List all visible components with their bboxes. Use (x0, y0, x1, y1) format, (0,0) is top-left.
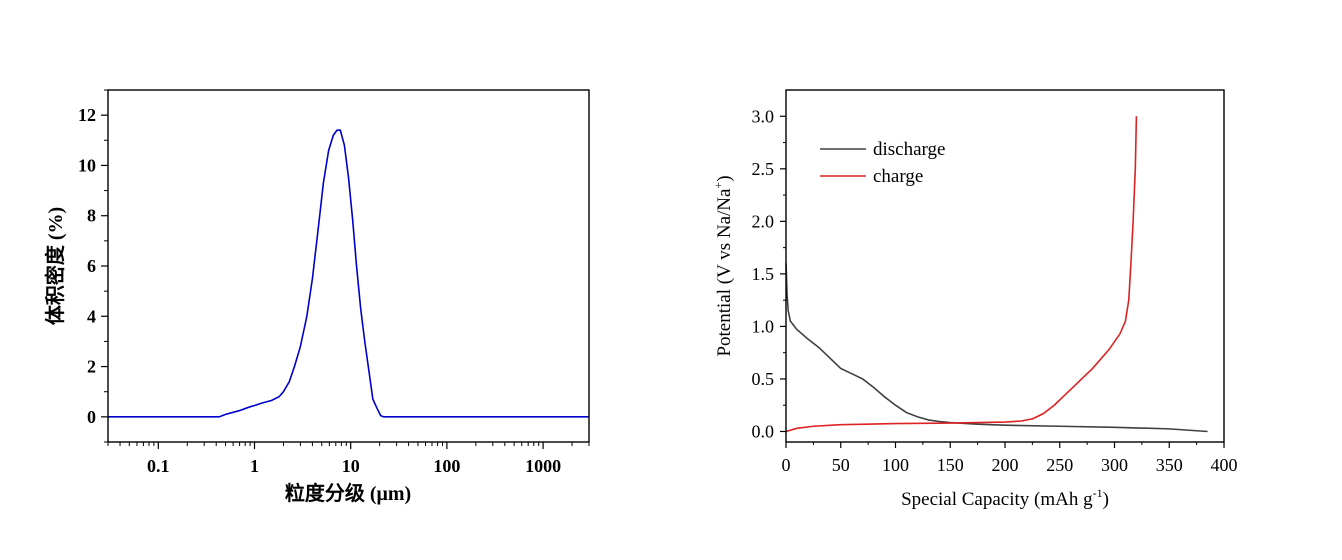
chart2-x-tick-label: 350 (1156, 455, 1183, 475)
chart2-x-tick-label: 150 (937, 455, 964, 475)
chart-charge-discharge: 0 50 100 150 200 250 300 350 400 0.0 0.5 1.0 1.5 2.0 2… (711, 89, 1238, 510)
chart1-y-tick-label: 6 (87, 256, 96, 276)
chart2-series-line-charge (785, 116, 1138, 433)
chart2-series-line-discharge (785, 263, 1208, 433)
chart2-legend-label-discharge: discharge (873, 139, 945, 160)
chart2-y-tick-label: 2.5 (752, 159, 775, 179)
chart2-y-axis-label-superscript: + (711, 182, 725, 189)
chart2-x-tick-label: 400 (1211, 455, 1238, 475)
chart2-x-tick-label: 50 (832, 455, 850, 475)
chart1-y-tick-label: 8 (87, 206, 96, 226)
chart2-y-tick-label: 1.5 (752, 264, 775, 284)
chart1-x-axis-label: 粒度分级 (μm) (285, 481, 411, 505)
chart1-x-tick-label: 1000 (525, 456, 561, 476)
chart1-x-tick-label: 10 (342, 456, 360, 476)
chart1-y-axis-label: 体积密度 (%) (43, 207, 67, 325)
chart1-tick-layer: 0.1 1 10 100 1000 0 2 4 6 8 10 12 (78, 89, 590, 476)
chart1-series-line-0 (108, 129, 589, 418)
chart1-y-tick-label: 4 (87, 306, 96, 326)
chart-particle-size: 0.1 1 10 100 1000 0 2 4 6 8 10 12 粒度分级 (μm) 体积密度 (%… (43, 89, 590, 505)
chart2-y-axis-label-main: Potential (V vs Na/Na (714, 188, 735, 357)
chart2-x-axis-label-main: Special Capacity (mAh g (901, 489, 1093, 510)
chart2-x-axis-label-superscript: -1 (1093, 486, 1103, 500)
chart2-legend: discharge charge (820, 139, 945, 187)
chart2-x-tick-label: 0 (782, 455, 791, 475)
chart1-x-tick-label: 1 (250, 456, 259, 476)
chart1-y-tick-label: 12 (78, 105, 96, 125)
chart2-y-axis-label-close: ) (714, 175, 735, 181)
chart1-y-tick-label: 10 (78, 155, 96, 175)
chart2-tick-layer: 0 50 100 150 200 250 300 350 400 0.0 0.5 1.0 1.5 2.0 2… (752, 106, 1238, 475)
chart1-series-layer (108, 129, 589, 418)
chart2-series-layer (785, 116, 1208, 433)
chart1-y-tick-label: 2 (87, 357, 96, 377)
chart2-x-tick-label: 200 (992, 455, 1019, 475)
chart2-y-tick-label: 1.0 (752, 316, 775, 336)
chart1-x-tick-label: 0.1 (147, 456, 170, 476)
chart2-x-tick-label: 100 (882, 455, 909, 475)
chart2-y-tick-label: 0.5 (752, 369, 775, 389)
chart2-x-axis-label-close: ) (1103, 489, 1109, 510)
chart2-y-tick-label: 3.0 (752, 106, 775, 126)
chart2-plot-frame (785, 89, 1225, 443)
chart2-y-tick-label: 2.0 (752, 211, 775, 231)
chart2-x-tick-label: 300 (1101, 455, 1128, 475)
chart2-y-tick-label: 0.0 (752, 421, 775, 441)
chart2-x-tick-label: 250 (1046, 455, 1073, 475)
chart2-legend-label-charge: charge (873, 166, 923, 187)
chart1-y-tick-label: 0 (87, 407, 96, 427)
chart2-x-axis-label: Special Capacity (mAh g-1) (901, 486, 1109, 510)
chart1-plot-frame (107, 89, 590, 443)
chart2-y-axis-label: Potential (V vs Na/Na+) (711, 175, 735, 356)
chart1-x-tick-label: 100 (433, 456, 460, 476)
